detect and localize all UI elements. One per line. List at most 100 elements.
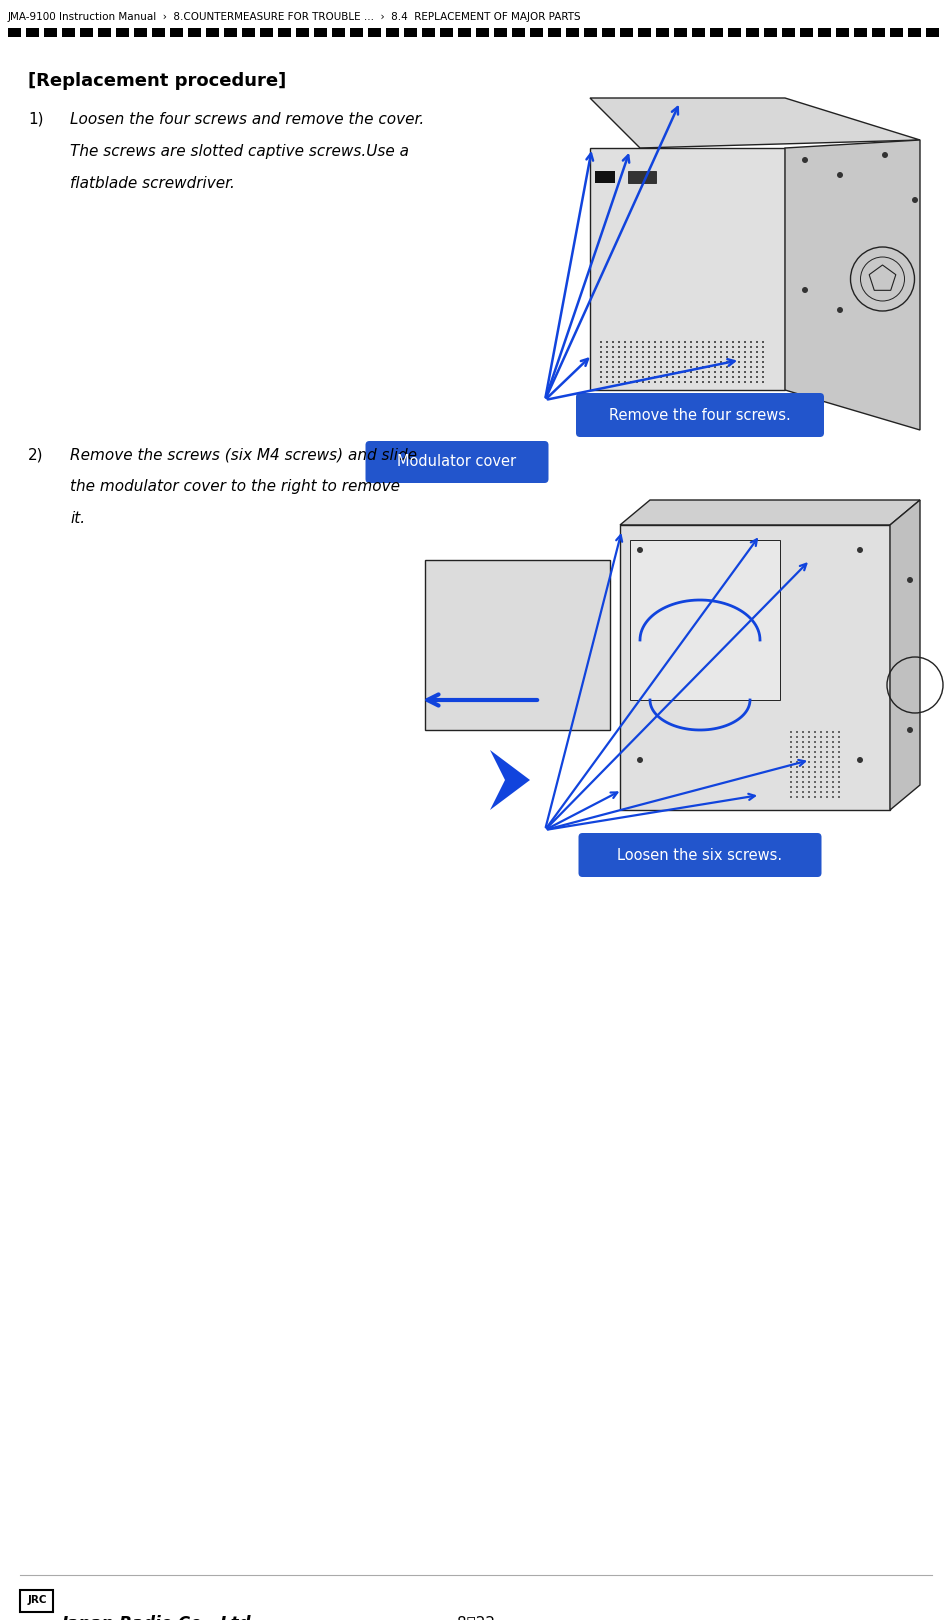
Bar: [744, 366, 746, 368]
Text: JRC: JRC: [28, 1596, 47, 1605]
Bar: [20, 1589, 53, 1612]
Bar: [714, 376, 716, 377]
Bar: [62, 28, 75, 37]
Bar: [814, 795, 816, 799]
Bar: [714, 366, 716, 368]
Bar: [440, 28, 453, 37]
Bar: [606, 356, 608, 358]
Bar: [708, 340, 710, 343]
Bar: [624, 366, 626, 368]
Bar: [802, 735, 804, 739]
Bar: [606, 361, 608, 363]
Bar: [826, 776, 828, 778]
Bar: [702, 361, 704, 363]
Bar: [808, 735, 810, 739]
Bar: [612, 371, 614, 373]
Bar: [726, 340, 728, 343]
Bar: [600, 366, 602, 368]
Bar: [654, 356, 656, 358]
Polygon shape: [590, 97, 920, 147]
Bar: [802, 745, 804, 748]
Bar: [790, 735, 792, 739]
Bar: [606, 366, 608, 368]
Bar: [624, 381, 626, 382]
Bar: [606, 340, 608, 343]
Bar: [636, 356, 638, 358]
Bar: [762, 347, 764, 348]
Bar: [790, 731, 792, 732]
Bar: [612, 381, 614, 382]
Bar: [566, 28, 579, 37]
Bar: [808, 776, 810, 778]
Circle shape: [857, 548, 863, 552]
Bar: [820, 771, 822, 773]
Bar: [636, 381, 638, 382]
Bar: [612, 366, 614, 368]
Bar: [750, 381, 752, 382]
Bar: [790, 786, 792, 787]
Bar: [584, 28, 597, 37]
Bar: [618, 356, 620, 358]
Bar: [8, 28, 21, 37]
Bar: [720, 340, 722, 343]
Bar: [732, 361, 734, 363]
Bar: [678, 356, 680, 358]
Bar: [332, 28, 345, 37]
Bar: [738, 366, 740, 368]
Bar: [600, 361, 602, 363]
Bar: [838, 776, 840, 778]
Bar: [708, 366, 710, 368]
Bar: [600, 352, 602, 353]
Bar: [796, 781, 798, 782]
Polygon shape: [620, 525, 890, 810]
Bar: [808, 752, 810, 753]
Bar: [648, 366, 650, 368]
Bar: [814, 771, 816, 773]
Bar: [648, 352, 650, 353]
Bar: [762, 356, 764, 358]
Bar: [744, 371, 746, 373]
Bar: [838, 731, 840, 732]
Circle shape: [637, 757, 643, 763]
Bar: [618, 381, 620, 382]
Bar: [814, 791, 816, 794]
Bar: [832, 740, 834, 744]
Bar: [630, 356, 632, 358]
Bar: [750, 371, 752, 373]
Bar: [820, 740, 822, 744]
Bar: [636, 347, 638, 348]
Bar: [654, 381, 656, 382]
Bar: [708, 376, 710, 377]
Bar: [690, 376, 692, 377]
Bar: [726, 361, 728, 363]
Bar: [44, 28, 57, 37]
Bar: [660, 381, 662, 382]
Bar: [660, 376, 662, 377]
Bar: [630, 381, 632, 382]
Bar: [796, 731, 798, 732]
Bar: [814, 740, 816, 744]
Bar: [666, 361, 668, 363]
Bar: [696, 361, 698, 363]
Bar: [796, 757, 798, 758]
Bar: [618, 347, 620, 348]
Bar: [714, 381, 716, 382]
Bar: [832, 745, 834, 748]
Bar: [720, 356, 722, 358]
Bar: [720, 366, 722, 368]
Bar: [648, 371, 650, 373]
Bar: [624, 347, 626, 348]
Bar: [756, 340, 758, 343]
Bar: [702, 366, 704, 368]
Bar: [726, 352, 728, 353]
Bar: [654, 361, 656, 363]
Bar: [744, 356, 746, 358]
Circle shape: [837, 172, 843, 178]
Bar: [832, 781, 834, 782]
Bar: [678, 381, 680, 382]
Bar: [636, 340, 638, 343]
Bar: [820, 776, 822, 778]
Bar: [744, 340, 746, 343]
Circle shape: [802, 287, 808, 293]
Bar: [826, 781, 828, 782]
